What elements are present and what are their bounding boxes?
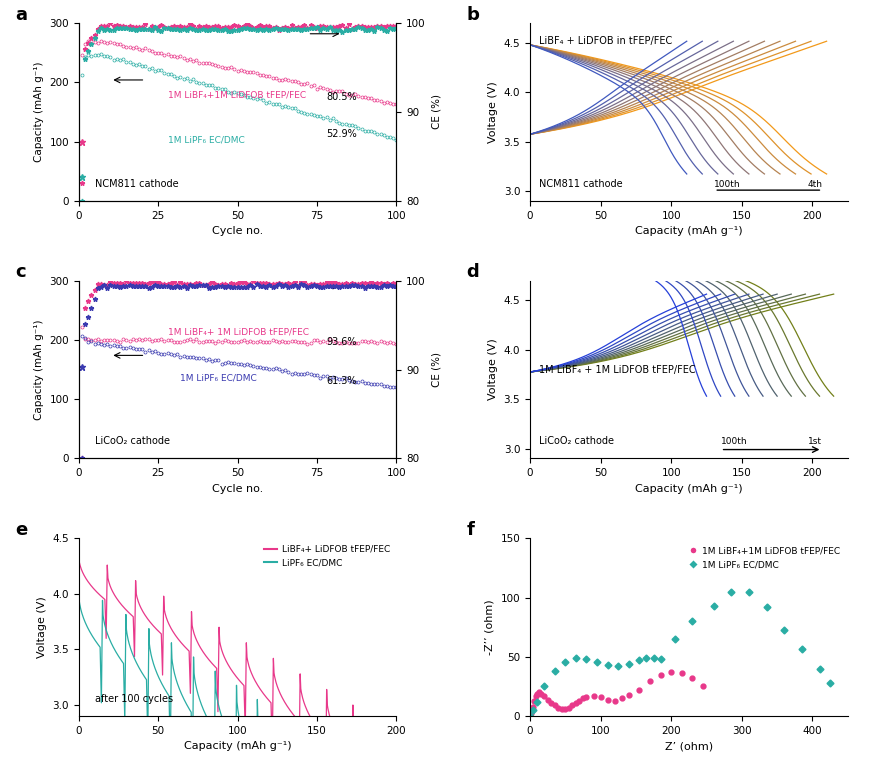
Text: after 100 cycles: after 100 cycles [94, 694, 173, 704]
Y-axis label: Voltage (V): Voltage (V) [488, 339, 498, 400]
Text: 100th: 100th [714, 179, 741, 189]
Text: 52.9%: 52.9% [327, 129, 357, 139]
Text: LiBF₄ + LiDFOB in tFEP/FEC: LiBF₄ + LiDFOB in tFEP/FEC [539, 36, 673, 46]
Y-axis label: Capacity (mAh g⁻¹): Capacity (mAh g⁻¹) [34, 62, 44, 162]
Y-axis label: -Z’’ (ohm): -Z’’ (ohm) [485, 599, 495, 655]
X-axis label: Capacity (mAh g⁻¹): Capacity (mAh g⁻¹) [635, 226, 743, 236]
X-axis label: Capacity (mAh g⁻¹): Capacity (mAh g⁻¹) [635, 484, 743, 494]
Text: b: b [467, 5, 479, 24]
Text: a: a [15, 5, 27, 24]
Text: 80.5%: 80.5% [327, 92, 357, 102]
Y-axis label: CE (%): CE (%) [432, 352, 441, 387]
Text: f: f [467, 521, 475, 539]
Text: 1M LiPF₆ EC/DMC: 1M LiPF₆ EC/DMC [180, 373, 257, 382]
Text: 100th: 100th [721, 437, 747, 447]
Text: e: e [15, 521, 27, 539]
X-axis label: Z’ (ohm): Z’ (ohm) [665, 742, 713, 752]
Y-axis label: Capacity (mAh g⁻¹): Capacity (mAh g⁻¹) [34, 320, 44, 420]
Y-axis label: Voltage (V): Voltage (V) [37, 597, 46, 658]
Text: 1M LiBF₄+ 1M LiDFOB tFEP/FEC: 1M LiBF₄+ 1M LiDFOB tFEP/FEC [168, 327, 309, 336]
Text: NCM811 cathode: NCM811 cathode [94, 179, 178, 189]
Text: 1M LiPF₆ EC/DMC: 1M LiPF₆ EC/DMC [168, 136, 245, 144]
Text: LiCoO₂ cathode: LiCoO₂ cathode [94, 437, 170, 447]
Legend: LiBF₄+ LiDFOB tFEP/FEC, LiPF₆ EC/DMC: LiBF₄+ LiDFOB tFEP/FEC, LiPF₆ EC/DMC [260, 541, 394, 571]
Text: LiCoO₂ cathode: LiCoO₂ cathode [539, 437, 614, 447]
Y-axis label: Voltage (V): Voltage (V) [488, 81, 498, 142]
Text: d: d [467, 263, 479, 281]
Text: 1M LiBF₄ + 1M LiDFOB tFEP/FEC: 1M LiBF₄ + 1M LiDFOB tFEP/FEC [539, 365, 696, 375]
Text: 1M LiBF₄+1M LiDFOB tFEP/FEC: 1M LiBF₄+1M LiDFOB tFEP/FEC [168, 91, 306, 100]
Text: 4th: 4th [808, 179, 822, 189]
Legend: 1M LiBF₄+1M LiDFOB tFEP/FEC, 1M LiPF₆ EC/DMC: 1M LiBF₄+1M LiDFOB tFEP/FEC, 1M LiPF₆ EC… [684, 543, 843, 573]
Text: 93.6%: 93.6% [327, 336, 357, 346]
Y-axis label: CE (%): CE (%) [432, 95, 441, 129]
X-axis label: Capacity (mAh g⁻¹): Capacity (mAh g⁻¹) [184, 742, 291, 752]
X-axis label: Cycle no.: Cycle no. [212, 484, 263, 494]
Text: 1st: 1st [808, 437, 822, 447]
Text: c: c [15, 263, 25, 281]
Text: 61.3%: 61.3% [327, 376, 357, 386]
X-axis label: Cycle no.: Cycle no. [212, 226, 263, 236]
Text: NCM811 cathode: NCM811 cathode [539, 179, 623, 189]
